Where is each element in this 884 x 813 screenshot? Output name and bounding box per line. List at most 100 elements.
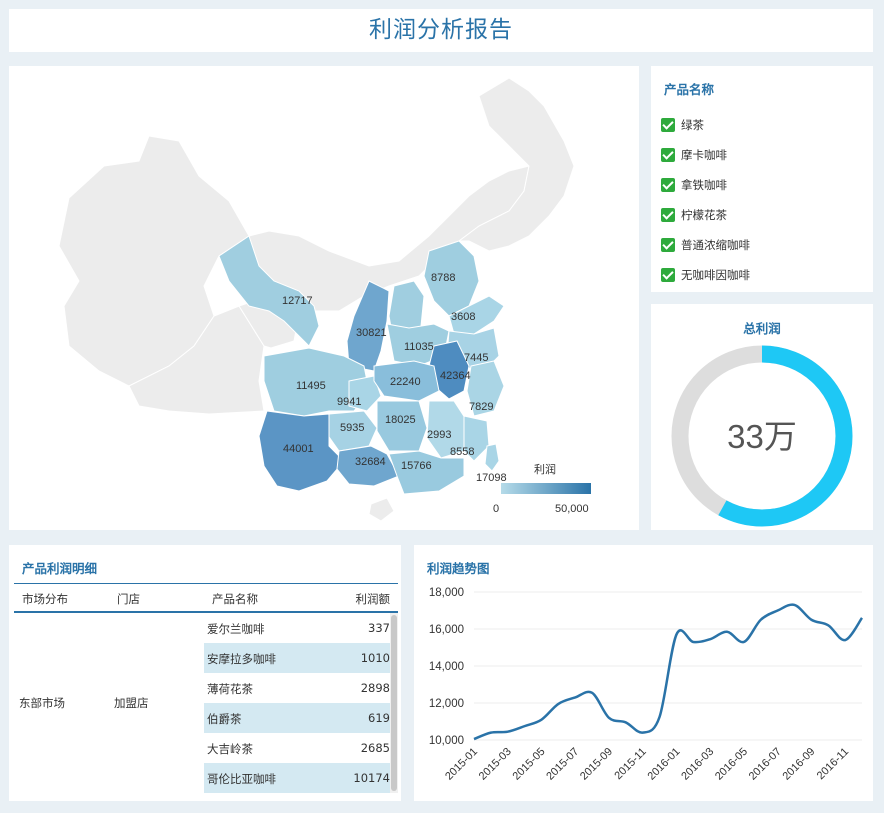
map-label: 15766 — [401, 460, 432, 472]
scrollbar-thumb[interactable] — [391, 615, 397, 791]
filter-item[interactable]: 普通浓缩咖啡 — [661, 230, 750, 260]
checkbox-checked-icon[interactable] — [661, 208, 675, 222]
table-row[interactable]: 爱尔兰咖啡 337 — [204, 613, 398, 643]
data-point[interactable] — [522, 723, 528, 729]
checkbox-checked-icon[interactable] — [661, 238, 675, 252]
filter-item-label: 拿铁咖啡 — [681, 178, 727, 192]
y-tick-label: 10,000 — [429, 735, 464, 747]
map-region-northeast[interactable] — [457, 77, 575, 252]
kpi-donut: 33万 — [671, 345, 853, 527]
data-point[interactable] — [505, 729, 511, 735]
table-row[interactable]: 安摩拉多咖啡 1010 — [204, 643, 398, 673]
filter-item[interactable]: 摩卡咖啡 — [661, 140, 750, 170]
product-profit-table-panel: 产品利润明细 市场分布 门店 产品名称 利润额 东部市场 加盟店 爱尔兰咖啡 33… — [9, 545, 401, 801]
legend-min: 0 — [493, 503, 499, 515]
col-header-store[interactable]: 门店 — [117, 592, 140, 606]
map-region-sichuan[interactable] — [263, 347, 370, 417]
col-header-market[interactable]: 市场分布 — [22, 592, 68, 606]
map-region-hubei[interactable] — [373, 360, 440, 402]
data-point[interactable] — [471, 736, 477, 742]
cell-product: 哥伦比亚咖啡 — [207, 772, 276, 786]
profit-trend-panel: 利润趋势图 10,000 12,000 14,000 16,000 18,000 2015… — [414, 545, 873, 801]
map-region-taiwan[interactable] — [484, 443, 500, 472]
data-point[interactable] — [775, 608, 781, 614]
map-region-northwest[interactable] — [58, 135, 250, 387]
map-region-guangxi[interactable] — [336, 445, 400, 487]
map-region-gansu[interactable] — [218, 235, 320, 347]
data-point[interactable] — [690, 639, 696, 645]
map-label: 2993 — [427, 429, 451, 441]
x-tick-label: 2015-03 — [477, 746, 514, 783]
filter-item[interactable]: 柠檬花茶 — [661, 200, 750, 230]
data-point[interactable] — [825, 622, 831, 628]
map-label: 11495 — [296, 380, 326, 392]
filter-item[interactable]: 无咖啡因咖啡 — [661, 260, 750, 290]
table-row[interactable]: 哥伦比亚咖啡 10174 — [204, 763, 398, 793]
checkbox-checked-icon[interactable] — [661, 148, 675, 162]
y-tick-label: 16,000 — [429, 624, 464, 636]
x-tick-label: 2015-07 — [544, 746, 581, 783]
cell-market: 东部市场 — [19, 696, 65, 710]
trend-chart-svg[interactable]: 10,00012,00014,00016,00018,0002015-01201… — [414, 545, 873, 801]
filter-item-label: 绿茶 — [681, 118, 704, 132]
data-point[interactable] — [657, 714, 663, 720]
map-region-hunan[interactable] — [376, 400, 428, 452]
data-point[interactable] — [842, 637, 848, 643]
map-region-yunnan[interactable] — [258, 410, 345, 492]
table-scrollbar[interactable] — [390, 613, 398, 793]
map-region-chongqing[interactable] — [348, 375, 382, 412]
data-point[interactable] — [724, 629, 730, 635]
map-label: 5935 — [340, 422, 364, 434]
table-row[interactable]: 大吉岭茶 2685 — [204, 733, 398, 763]
cell-product: 安摩拉多咖啡 — [207, 652, 276, 666]
data-point[interactable] — [808, 617, 814, 623]
data-point[interactable] — [606, 715, 612, 721]
table-row[interactable]: 薄荷花茶 2898 — [204, 673, 398, 703]
map-region-guangdong[interactable] — [388, 450, 465, 495]
filter-item[interactable]: 拿铁咖啡 — [661, 170, 750, 200]
data-point[interactable] — [555, 701, 561, 707]
data-point[interactable] — [538, 717, 544, 723]
data-point[interactable] — [741, 639, 747, 645]
data-point[interactable] — [640, 730, 646, 736]
series-line[interactable] — [473, 603, 864, 741]
filter-item[interactable]: 绿茶 — [661, 110, 750, 140]
map-label: 22240 — [390, 376, 421, 388]
filter-item-label: 普通浓缩咖啡 — [681, 238, 750, 252]
cell-profit: 10174 — [353, 771, 390, 785]
checkbox-checked-icon[interactable] — [661, 268, 675, 282]
data-point[interactable] — [623, 719, 629, 725]
checkbox-checked-icon[interactable] — [661, 178, 675, 192]
data-point[interactable] — [589, 690, 595, 696]
map-label: 3608 — [451, 311, 475, 323]
data-point[interactable] — [758, 617, 764, 623]
chart-title: 利润趋势图 — [427, 561, 490, 576]
map-label: 8788 — [431, 272, 455, 284]
cell-store: 加盟店 — [114, 696, 149, 710]
map-region-tibet[interactable] — [128, 305, 265, 415]
data-point[interactable] — [707, 636, 713, 642]
col-header-product[interactable]: 产品名称 — [212, 592, 258, 606]
cell-profit: 2898 — [360, 681, 390, 695]
data-point[interactable] — [792, 602, 798, 608]
table-row[interactable]: 伯爵茶 619 — [204, 703, 398, 733]
map-label: 9941 — [337, 396, 361, 408]
map-label: 8558 — [450, 446, 474, 458]
y-tick-label: 14,000 — [429, 661, 464, 673]
data-point[interactable] — [572, 694, 578, 700]
col-header-profit[interactable]: 利润额 — [355, 592, 391, 606]
filter-item-label: 无咖啡因咖啡 — [681, 268, 750, 282]
map-svg[interactable]: 12717 30821 8788 3608 11035 7445 42364 1… — [9, 66, 639, 530]
china-profit-map[interactable]: 12717 30821 8788 3608 11035 7445 42364 1… — [9, 66, 639, 530]
map-region-fujian[interactable] — [463, 415, 490, 462]
kpi-ring-fill — [671, 345, 853, 527]
data-point[interactable] — [488, 730, 494, 736]
data-point[interactable] — [673, 632, 679, 638]
map-label: 30821 — [356, 327, 387, 339]
map-region-zhejiang[interactable] — [466, 360, 505, 417]
x-tick-label: 2016-01 — [646, 746, 683, 783]
legend-title: 利润 — [534, 462, 556, 476]
checkbox-checked-icon[interactable] — [661, 118, 675, 132]
map-region-hainan[interactable] — [368, 497, 395, 522]
data-point[interactable] — [859, 615, 865, 621]
